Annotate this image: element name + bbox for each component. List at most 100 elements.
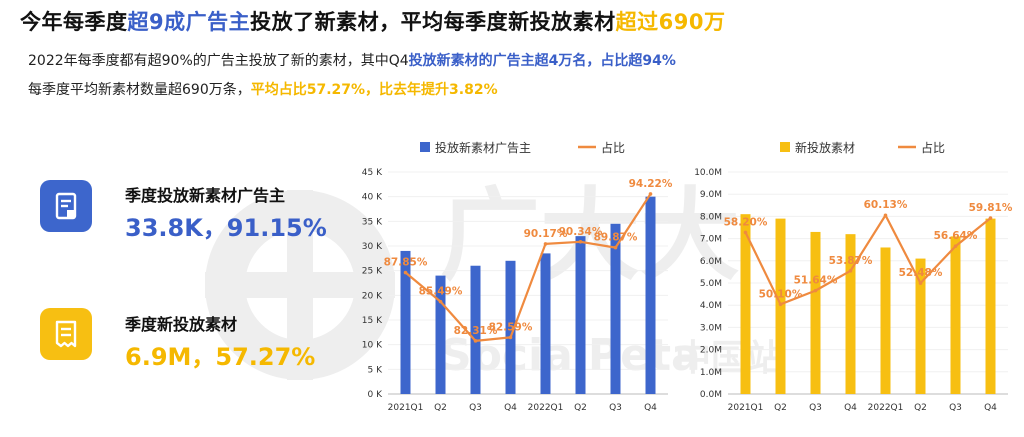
data-label: 89.87% [594,232,638,244]
bar [810,231,821,394]
kpi-value-creatives: 6.9M，57.27% [125,343,316,371]
y-tick-label: 20 K [362,291,383,301]
y-tick-label: 7.0M [700,235,722,245]
bar [985,218,996,394]
title-part: 今年每季度 [20,10,128,34]
x-tick-label: Q3 [609,403,622,413]
legend-label-bar: 投放新素材广告主 [435,140,531,155]
bar [505,260,516,394]
x-tick-label: Q2 [914,403,927,413]
y-tick-label: 10 K [362,341,383,351]
x-tick-label: Q2 [574,403,587,413]
page-title: 今年每季度超9成广告主投放了新素材，平均每季度新投放素材超过690万 [20,6,725,36]
y-tick-label: 45 K [362,168,383,178]
x-tick-label: Q4 [504,403,517,413]
x-tick-label: Q4 [984,403,997,413]
x-tick-label: 2022Q1 [528,403,564,413]
bar [950,236,961,394]
y-tick-label: 35 K [362,217,383,227]
y-tick-label: 0.0M [700,390,722,400]
x-tick-label: 2022Q1 [868,403,904,413]
line-point [953,244,958,249]
kpi-label-advertisers: 季度投放新素材广告主 [125,186,286,205]
receipt-icon [40,308,92,360]
data-label: 85.49% [419,286,463,298]
line-point [403,270,408,275]
bar [880,247,891,394]
legend-swatch-bar [420,142,430,152]
line-point [848,269,853,273]
document-icon [40,180,92,232]
x-tick-label: 2021Q1 [388,403,424,413]
data-label: 53.87% [829,255,873,267]
bar [400,250,411,394]
summary-line-2: 每季度平均新素材数量超690万条，平均占比57.27%，比去年提升3.82% [28,79,498,99]
x-tick-label: Q3 [949,403,962,413]
y-tick-label: 30 K [362,242,383,252]
data-label: 90.17% [524,228,568,240]
legend-label-line: 占比 [601,140,625,155]
summary-highlight: 投放新素材的广告主超4万名，占比超94% [408,53,676,69]
chart-advertisers: 投放新素材广告主 占比 0 K 5 K 10 K 15 K 20 K 25 K 30 K 35 K… [362,140,673,413]
bar [775,218,786,394]
y-tick-label: 3.0M [700,323,722,333]
x-tick-label: Q3 [809,403,822,413]
line-point [778,302,783,307]
x-tick-label: Q3 [469,403,482,413]
line-series [404,193,652,342]
line-point [918,281,923,285]
legend-label-line: 占比 [921,140,945,155]
line-point [508,335,513,340]
x-tick-label: Q4 [644,403,657,413]
bar [740,214,751,394]
chart-creatives: 新投放素材 占比 0.0M 1.0M 2.0M 3.0M 4.0M 5.0M 6.0M 7.0M 8… [694,140,1013,413]
y-tick-label: 6.0M [700,257,722,267]
y-tick-label: 4.0M [700,301,722,311]
data-label: 82.59% [489,321,533,333]
title-highlight-advertisers: 超9成广告主 [127,10,251,34]
y-tick-label: 25 K [362,267,383,277]
x-tick-label: Q4 [844,403,857,413]
bar [610,223,621,394]
kpi-label-creatives: 季度新投放素材 [125,315,238,334]
data-label: 87.85% [384,257,428,269]
data-label: 50.10% [759,288,803,300]
line-point [883,213,888,218]
x-tick-label: 2021Q1 [728,403,764,413]
bar [435,275,446,394]
bar [575,236,586,394]
title-highlight-creatives: 超过690万 [615,10,726,34]
y-tick-label: 2.0M [700,346,722,356]
data-label: 82.31% [454,325,498,337]
y-tick-label: 9.0M [700,190,722,200]
bar [645,196,656,394]
y-tick-label: 1.0M [700,368,722,378]
title-part: 投放了新素材，平均每季度新投放素材 [250,10,616,34]
legend-swatch-bar [780,142,790,152]
data-label: 51.64% [794,275,838,287]
summary-text: 每季度平均新素材数量超690万条， [28,82,251,98]
data-label: 90.34% [559,226,603,238]
kpi-value-advertisers: 33.8K，91.15% [125,214,327,242]
line-point [473,339,478,343]
y-tick-label: 5 K [368,365,384,375]
bar [845,234,856,394]
summary-highlight: 平均占比57.27%，比去年提升3.82% [250,82,498,98]
y-tick-label: 40 K [362,193,383,203]
data-label: 94.22% [629,178,673,190]
y-tick-label: 5.0M [700,279,722,289]
data-label: 58.20% [724,216,768,228]
summary-text: 2022年每季度都有超90%的广告主投放了新的素材，其中Q4 [28,53,409,69]
line-point [988,216,993,220]
line-series [744,214,992,306]
line-point [578,240,583,244]
data-label: 52.48% [899,267,943,279]
line-point [543,242,548,246]
bar [540,253,551,394]
summary-line-1: 2022年每季度都有超90%的广告主投放了新的素材，其中Q4投放新素材的广告主超… [28,50,676,70]
legend-label-bar: 新投放素材 [795,140,855,155]
bar [470,265,481,394]
y-tick-label: 8.0M [700,212,722,222]
y-tick-label: 10.0M [694,168,722,178]
line-point [648,192,653,196]
